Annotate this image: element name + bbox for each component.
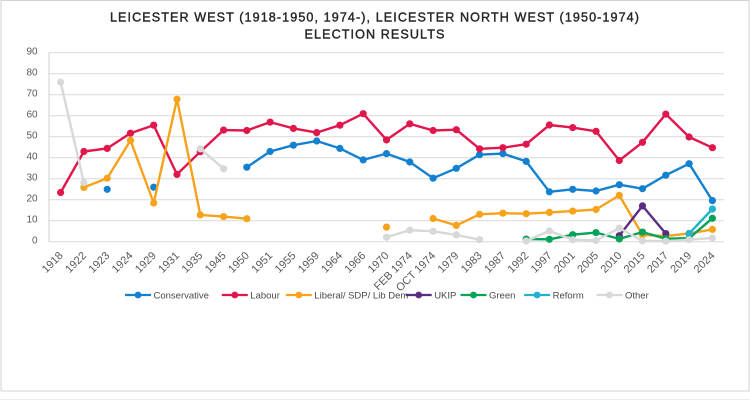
svg-text:0: 0 [32, 235, 38, 246]
svg-text:Liberal/ SDP/ Lib Dem: Liberal/ SDP/ Lib Dem [314, 291, 408, 302]
svg-text:ELECTION RESULTS: ELECTION RESULTS [305, 28, 446, 42]
svg-text:Green: Green [489, 291, 515, 302]
svg-text:70: 70 [26, 88, 38, 99]
svg-text:UKIP: UKIP [434, 291, 456, 302]
svg-text:Labour: Labour [250, 291, 280, 302]
svg-text:30: 30 [26, 172, 38, 183]
svg-text:90: 90 [26, 46, 38, 57]
svg-text:Conservative: Conservative [154, 291, 209, 302]
svg-text:80: 80 [26, 67, 38, 78]
svg-text:Reform: Reform [553, 291, 584, 302]
svg-text:Other: Other [625, 291, 649, 302]
svg-text:60: 60 [26, 109, 38, 120]
svg-text:50: 50 [26, 130, 38, 141]
svg-text:10: 10 [26, 214, 38, 225]
svg-text:40: 40 [26, 151, 38, 162]
svg-text:LEICESTER WEST (1918-1950, 197: LEICESTER WEST (1918-1950, 1974-), LEICE… [110, 11, 640, 25]
svg-text:20: 20 [26, 193, 38, 204]
